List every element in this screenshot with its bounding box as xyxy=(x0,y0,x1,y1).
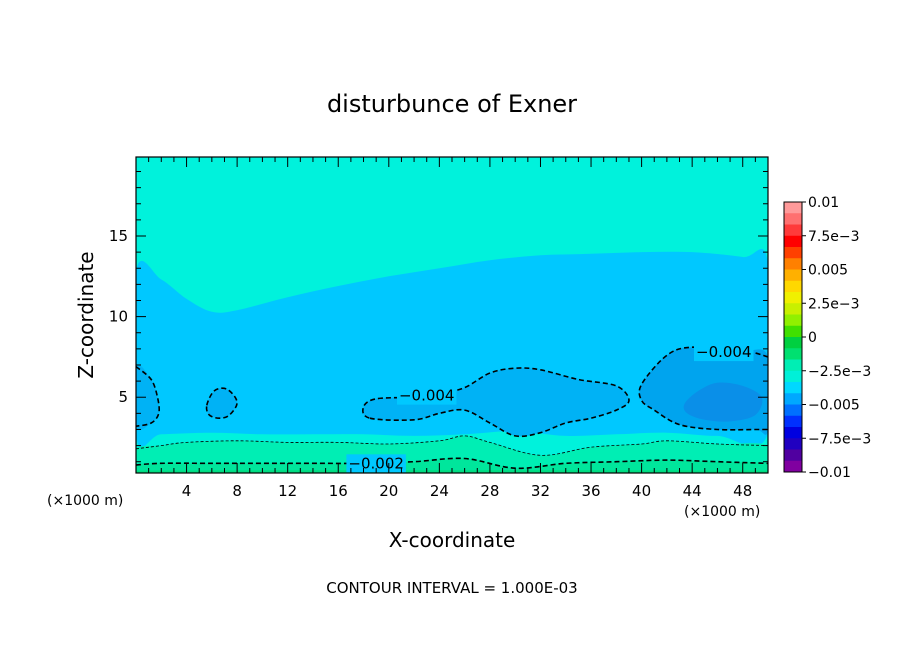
x-tick-label: 20 xyxy=(379,482,398,500)
contour-labels: −0.004 −0.004 −0.002 xyxy=(346,343,754,473)
contour-label-bg-0 xyxy=(396,386,457,405)
contour-interval-note: CONTOUR INTERVAL = 1.000E-03 xyxy=(326,579,577,597)
colorbar-swatch xyxy=(784,303,802,315)
colorbar-swatch xyxy=(784,258,802,270)
colorbar-label: −7.5e−3 xyxy=(808,431,871,447)
colorbar-swatch xyxy=(784,359,802,372)
x-tick-label: 48 xyxy=(733,482,752,500)
colorbar xyxy=(783,201,803,473)
contour-label-bg-3 xyxy=(694,343,754,362)
colorbar-swatch xyxy=(784,404,802,417)
colorbar-swatch xyxy=(784,247,802,259)
colorbar-label: 2.5e−3 xyxy=(808,296,860,312)
colorbar-swatch xyxy=(784,269,802,282)
colorbar-label: 0.01 xyxy=(808,195,839,211)
y-tick-label: 5 xyxy=(118,388,128,406)
colorbar-swatch xyxy=(784,202,802,214)
colorbar-swatch xyxy=(784,280,802,293)
colorbar-swatch xyxy=(784,224,802,237)
colorbar-swatch xyxy=(784,382,802,394)
x-axis-label: X-coordinate xyxy=(389,528,516,552)
colorbar-label: 0.005 xyxy=(808,263,848,279)
x-tick-label: 8 xyxy=(232,482,242,500)
colorbar-swatch xyxy=(784,460,802,473)
colorbar-tick-labels: 0.01 7.5e−3 0.005 2.5e−3 0 −2.5e−3 −0.005 −7.5e… xyxy=(802,195,871,481)
contour-label-0: −0.004 xyxy=(399,387,455,405)
contour-line-4 xyxy=(136,457,768,470)
contour-line-1 xyxy=(205,387,238,420)
colorbar-swatch xyxy=(784,449,802,462)
contour-region-5 xyxy=(683,382,763,422)
colorbar-swatch xyxy=(784,337,802,349)
x-tick-label: 36 xyxy=(581,482,600,500)
contour-label-bg-4 xyxy=(346,454,406,473)
y-axis-ticks: 5 10 15 xyxy=(109,171,768,463)
colorbar-swatch xyxy=(784,314,802,327)
contour-label-4: −0.002 xyxy=(348,454,404,472)
colorbar-swatch xyxy=(784,438,802,450)
colorbar-label: 0 xyxy=(808,330,817,346)
y-axis-label: Z-coordinate xyxy=(74,251,98,378)
colorbar-swatch xyxy=(784,325,802,338)
plot-area xyxy=(136,157,768,473)
colorbar-swatch xyxy=(784,348,802,360)
colorbar-swatch xyxy=(784,292,802,304)
colorbar-swatch xyxy=(784,370,802,383)
x-tick-label: 44 xyxy=(683,482,702,500)
contour-region-1 xyxy=(362,367,629,437)
colorbar-swatch xyxy=(784,393,802,405)
x-tick-label: 24 xyxy=(430,482,449,500)
colorbar-swatch xyxy=(784,235,802,248)
x-tick-label: 32 xyxy=(531,482,550,500)
chart-title: disturbunce of Exner xyxy=(327,90,577,118)
x-tick-label: 16 xyxy=(329,482,348,500)
x-tick-label: 12 xyxy=(278,482,297,500)
x-tick-label: 40 xyxy=(632,482,651,500)
x-unit-left: (×1000 m) xyxy=(47,493,123,509)
colorbar-swatch xyxy=(784,213,802,225)
colorbar-swatch xyxy=(784,415,802,428)
colorbar-swatch xyxy=(784,427,802,439)
colorbar-label: −0.01 xyxy=(808,465,851,481)
contour-label-3: −0.004 xyxy=(696,343,752,361)
colorbar-label: 7.5e−3 xyxy=(808,229,860,245)
colorbar-label: −0.005 xyxy=(808,398,860,414)
x-tick-label: 28 xyxy=(480,482,499,500)
contour-region-3 xyxy=(136,364,160,430)
y-tick-label: 10 xyxy=(109,308,128,326)
colorbar-label: −2.5e−3 xyxy=(808,364,871,380)
x-axis-ticks: 4 8 12 16 20 24 28 32 36 40 44 48 xyxy=(148,157,756,500)
contour-line-2 xyxy=(136,365,161,427)
contour-region-2 xyxy=(206,388,238,419)
x-tick-label: 4 xyxy=(182,482,192,500)
x-unit-right: (×1000 m) xyxy=(684,504,760,520)
y-tick-label: 15 xyxy=(109,227,128,245)
